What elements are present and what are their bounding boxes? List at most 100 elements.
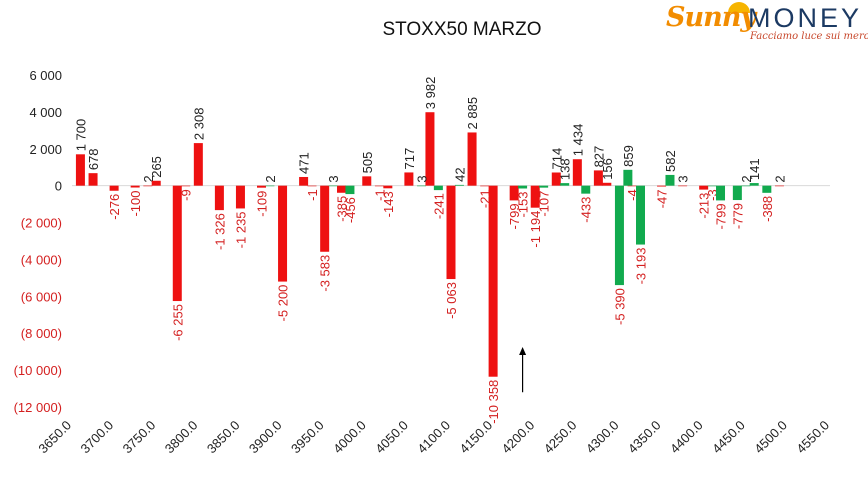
bar bbox=[657, 185, 667, 187]
data-label: -4 bbox=[625, 189, 640, 201]
bar bbox=[143, 185, 153, 187]
x-tick-label: 4050.0 bbox=[372, 418, 411, 457]
logo-sunny-text: Sunny bbox=[666, 2, 756, 33]
bar bbox=[374, 185, 384, 187]
x-tick-label: 4000.0 bbox=[330, 418, 369, 457]
data-label: -1 235 bbox=[233, 211, 248, 248]
data-label: -1 194 bbox=[528, 211, 543, 248]
data-label: 2 bbox=[141, 175, 156, 182]
bar bbox=[623, 169, 633, 186]
data-label: -10 358 bbox=[486, 380, 501, 424]
bar bbox=[636, 185, 645, 245]
data-label: -5 063 bbox=[444, 282, 459, 319]
data-label: -1 326 bbox=[212, 213, 227, 250]
bar bbox=[560, 183, 570, 186]
data-label: -5 390 bbox=[612, 288, 627, 325]
bar bbox=[627, 185, 637, 187]
data-label: 471 bbox=[297, 152, 312, 174]
bar bbox=[88, 173, 98, 186]
y-tick-label: (2 000) bbox=[21, 216, 62, 231]
data-label: 156 bbox=[600, 158, 615, 180]
data-label: 2 308 bbox=[191, 108, 206, 141]
x-tick-label: 3950.0 bbox=[288, 418, 327, 457]
data-label: 141 bbox=[747, 158, 762, 180]
bar bbox=[665, 174, 675, 186]
bar bbox=[320, 185, 330, 252]
bar bbox=[480, 185, 490, 187]
bar bbox=[214, 185, 224, 211]
data-label: 2 bbox=[739, 175, 754, 182]
data-label: 3 982 bbox=[423, 77, 438, 110]
logo-tagline: Facciamo luce sui mercati bbox=[750, 31, 868, 42]
bar bbox=[181, 185, 191, 187]
data-label: -799 bbox=[507, 203, 522, 229]
bar bbox=[446, 185, 456, 280]
data-label: 3 bbox=[415, 175, 430, 182]
bar bbox=[509, 185, 519, 201]
sun-icon bbox=[728, 2, 750, 13]
x-tick-label: 4500.0 bbox=[751, 418, 790, 457]
data-label: -456 bbox=[343, 197, 358, 223]
data-label: 714 bbox=[549, 148, 564, 170]
bar bbox=[707, 185, 717, 187]
data-label: -385 bbox=[335, 196, 350, 222]
x-tick-label: 3650.0 bbox=[35, 418, 74, 457]
data-label: 138 bbox=[558, 158, 573, 180]
bar bbox=[265, 185, 275, 187]
x-tick-label: 4100.0 bbox=[414, 418, 453, 457]
bar bbox=[337, 185, 347, 193]
bar bbox=[130, 185, 140, 188]
bar bbox=[362, 176, 372, 186]
data-label: 717 bbox=[402, 148, 417, 170]
data-label: -1 bbox=[372, 189, 387, 201]
x-tick-label: 4450.0 bbox=[709, 418, 748, 457]
data-label: 2 bbox=[263, 175, 278, 182]
bar bbox=[454, 184, 464, 186]
bar bbox=[345, 185, 355, 195]
bar bbox=[425, 112, 435, 186]
bar bbox=[572, 159, 582, 186]
x-tick-label: 3800.0 bbox=[162, 418, 201, 457]
data-label: 859 bbox=[621, 145, 636, 167]
bar bbox=[383, 185, 393, 189]
bar bbox=[593, 170, 603, 186]
plot-area: 6 000 4 000 2 000 0 (2 000) (4 000) (6 000) (8 … bbox=[14, 68, 833, 456]
y-tick-label: (12 000) bbox=[14, 400, 62, 415]
bar bbox=[518, 185, 528, 189]
y-tick-label: (4 000) bbox=[21, 252, 62, 267]
bar bbox=[417, 185, 427, 187]
data-label: -100 bbox=[128, 191, 143, 217]
data-label: -109 bbox=[255, 191, 270, 217]
bar bbox=[530, 185, 540, 208]
bar bbox=[741, 185, 751, 187]
data-label: 3 bbox=[326, 175, 341, 182]
data-label: -1 bbox=[305, 189, 320, 201]
data-label: -799 bbox=[714, 203, 729, 229]
data-label: 2 885 bbox=[465, 97, 480, 130]
data-label: -9 bbox=[179, 189, 194, 201]
data-label: 582 bbox=[663, 150, 678, 172]
annotation-arrow-head bbox=[519, 346, 527, 355]
data-label: -3 193 bbox=[634, 248, 649, 285]
y-tick-label: (10 000) bbox=[14, 363, 62, 378]
data-label: -47 bbox=[655, 190, 670, 209]
data-label: -779 bbox=[730, 203, 745, 229]
x-tick-label: 4300.0 bbox=[583, 418, 622, 457]
data-label: 678 bbox=[86, 148, 101, 170]
data-label: -3 583 bbox=[318, 255, 333, 292]
bar bbox=[774, 185, 784, 187]
data-label: 265 bbox=[149, 156, 164, 178]
bar bbox=[328, 185, 338, 187]
data-label: 505 bbox=[360, 152, 375, 174]
data-label: -5 200 bbox=[276, 285, 291, 322]
y-tick-label: 2 000 bbox=[29, 142, 62, 157]
data-label: -3 bbox=[705, 189, 720, 201]
bar bbox=[172, 185, 182, 302]
bar bbox=[235, 185, 245, 209]
y-tick-label: 4 000 bbox=[29, 105, 62, 120]
bar bbox=[151, 180, 161, 186]
data-label: -6 255 bbox=[170, 304, 185, 341]
x-tick-label: 4550.0 bbox=[793, 418, 832, 457]
bar bbox=[257, 185, 266, 188]
x-tick-label: 3700.0 bbox=[78, 418, 117, 457]
